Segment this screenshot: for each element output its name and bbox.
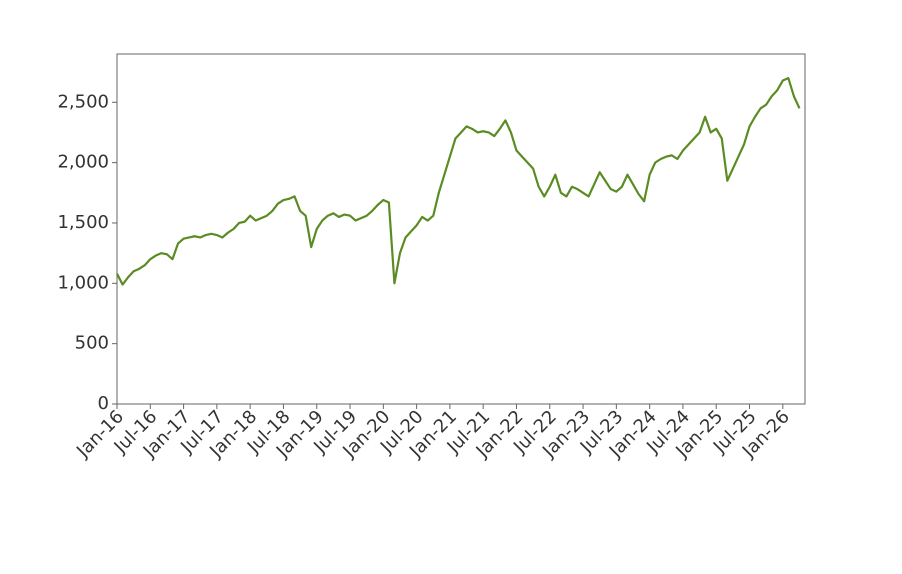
y-tick-label: 500 [75,333,109,354]
y-tick-label: 1,000 [57,272,109,293]
data-line [116,77,801,286]
y-tick-label: 1,500 [57,212,109,233]
plot-frame [116,53,806,405]
y-tick-label: 0 [98,393,109,414]
y-tick-label: 2,000 [57,152,109,173]
y-tick-label: 2,500 [57,91,109,112]
